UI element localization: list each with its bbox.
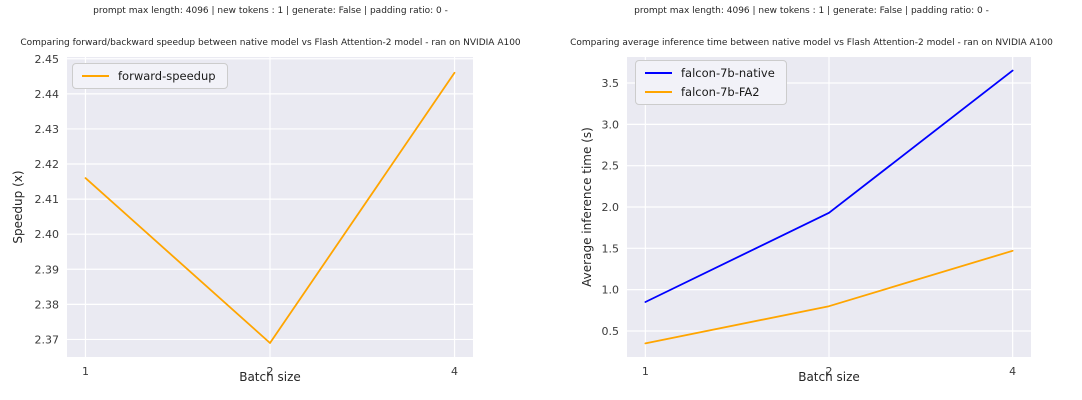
figure-suptitle: prompt max length: 4096 | new tokens : 1… — [634, 6, 989, 16]
legend-item: falcon-7b-FA2 — [645, 85, 775, 99]
legend-label: falcon-7b-native — [681, 66, 775, 80]
y-tick-label: 2.39 — [35, 263, 60, 276]
series-line-falcon-7b-native — [644, 69, 1014, 303]
y-tick-label: 2.41 — [35, 193, 60, 206]
legend-line-swatch — [645, 90, 672, 94]
y-tick-label: 2.44 — [35, 88, 60, 101]
y-tick-label: 2.5 — [602, 160, 620, 173]
y-axis-label: Average inference time (s) — [580, 127, 594, 287]
y-tick-label: 0.5 — [602, 325, 620, 338]
inference-time-figure: prompt max length: 4096 | new tokens : 1… — [541, 0, 1082, 400]
chart-title: Comparing forward/backward speedup betwe… — [20, 38, 521, 48]
y-axis-label: Speedup (x) — [11, 170, 25, 244]
y-tick-label: 2.40 — [35, 228, 60, 241]
x-axis-label: Batch size — [798, 370, 860, 384]
legend-label: forward-speedup — [118, 69, 216, 83]
y-tick-label: 2.37 — [35, 333, 60, 346]
speedup-figure: prompt max length: 4096 | new tokens : 1… — [11, 6, 521, 384]
legend-item: forward-speedup — [82, 69, 216, 83]
series-line-forward-speedup — [84, 71, 456, 344]
x-tick-label: 1 — [642, 365, 649, 378]
x-tick-label: 2 — [267, 365, 274, 378]
x-axis-label: Batch size — [239, 370, 301, 384]
legend-item: falcon-7b-native — [645, 66, 775, 80]
speedup-plot: 2.37 2.38 2.39 2.40 2.41 2.42 2.43 2.44 2.45 1 2 4 — [35, 53, 473, 378]
legend-box: forward-speedup — [72, 63, 228, 89]
chart-title: Comparing average inference time between… — [570, 38, 1053, 48]
y-tick-label: 2.38 — [35, 298, 60, 311]
y-tick-label: 3.0 — [602, 118, 620, 131]
legend-box: falcon-7b-native falcon-7b-FA2 — [635, 60, 787, 105]
legend-line-swatch — [645, 71, 672, 75]
inference-time-plot: 0.5 1.0 1.5 2.0 2.5 3.0 3.5 1 2 4 — [602, 57, 1031, 378]
x-tick-label: 4 — [451, 365, 458, 378]
y-tick-label: 2.0 — [602, 201, 620, 214]
y-tick-label: 1.5 — [602, 242, 620, 255]
y-tick-label: 2.43 — [35, 123, 60, 136]
y-tick-label: 2.45 — [35, 53, 60, 66]
y-tick-label: 3.5 — [602, 77, 620, 90]
y-tick-label: 2.42 — [35, 158, 60, 171]
x-tick-label: 4 — [1009, 365, 1016, 378]
series-line-falcon-7b-FA2 — [644, 249, 1014, 345]
x-tick-label: 1 — [82, 365, 89, 378]
legend-label: falcon-7b-FA2 — [681, 85, 760, 99]
x-tick-label: 2 — [826, 365, 833, 378]
figure-suptitle: prompt max length: 4096 | new tokens : 1… — [93, 6, 448, 16]
legend-line-swatch — [82, 74, 109, 78]
y-tick-label: 1.0 — [602, 284, 620, 297]
